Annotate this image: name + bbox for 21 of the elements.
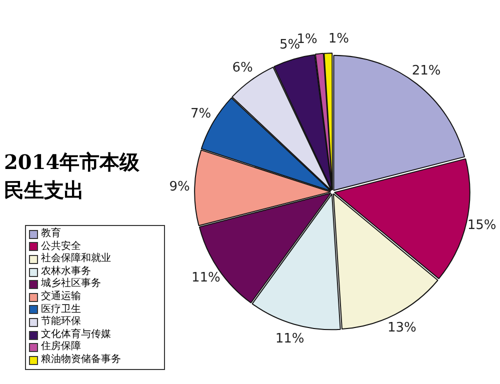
data-label: 11% (192, 270, 220, 286)
legend-label: 教育 (41, 228, 61, 240)
legend-label: 社会保障和就业 (41, 253, 111, 266)
legend-label: 住房保障 (41, 341, 81, 354)
data-label: 13% (388, 320, 416, 336)
data-label: 11% (275, 331, 304, 346)
data-label: 7% (190, 106, 212, 122)
data-label: 9% (169, 180, 190, 195)
legend-label: 粮油物资储备事务 (41, 354, 121, 367)
data-label: 6% (232, 60, 253, 76)
data-label: 1% (328, 31, 350, 46)
data-label: 21% (412, 63, 441, 78)
text: 2014年市本级民生支出 (4, 149, 141, 204)
legend-label: 交通运输 (41, 290, 81, 304)
legend-label: 城乡社区事务 (41, 278, 101, 290)
legend-label: 文化体育与传媒 (41, 328, 111, 340)
legend-label: 节能环保 (41, 316, 81, 328)
legend-label: 医疗卫生 (41, 304, 81, 316)
data-label: 15% (467, 218, 496, 233)
legend-label: 公共安全 (41, 240, 81, 252)
legend-label: 农林水事务 (41, 266, 91, 278)
